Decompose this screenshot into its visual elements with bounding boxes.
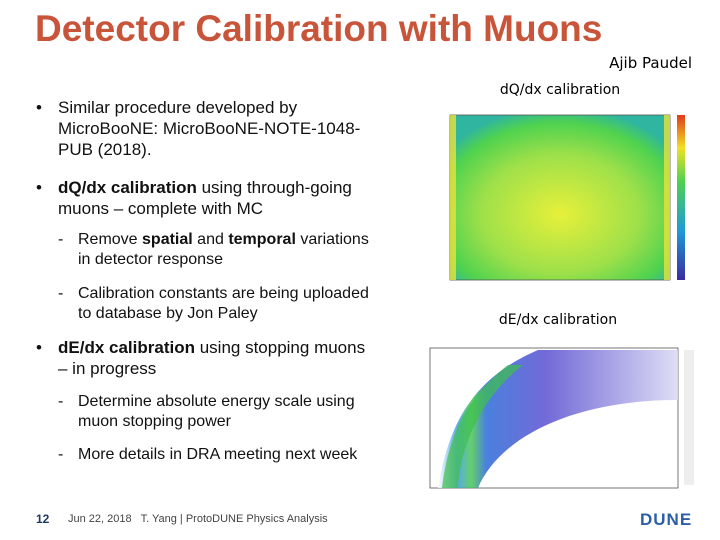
text-run: spatial	[142, 231, 193, 248]
bullet: - More details in DRA meeting next week	[58, 445, 378, 465]
bullet-marker: -	[58, 231, 64, 248]
bullet-marker: •	[36, 178, 42, 197]
text-run: temporal	[228, 231, 296, 248]
text-run: dQ/dx calibration	[58, 178, 197, 197]
dqdx-plot	[415, 100, 695, 298]
text-run: using through-going muons – complete wit…	[58, 178, 352, 218]
text-run: using stopping muons – in progress	[58, 338, 366, 378]
footer-text: Jun 22, 2018 T. Yang | ProtoDUNE Physics…	[68, 513, 328, 525]
title: Detector Calibration with Muons	[35, 8, 603, 49]
bullet: • Similar procedure developed by MicroBoo…	[36, 97, 368, 160]
bullet: - Remove spatial and temporal variations …	[58, 230, 378, 270]
author: Ajib Paudel	[609, 54, 692, 72]
text-run: variations in detector response	[78, 231, 369, 268]
bullet: • dE/dx calibration using stopping muons …	[36, 337, 368, 379]
bullet: - Calibration constants are being uploade…	[58, 284, 378, 324]
text-run: Determine absolute energy scale using mu…	[78, 393, 355, 430]
bullet: - Determine absolute energy scale using m…	[58, 392, 378, 432]
bullet-marker: -	[58, 446, 64, 463]
text-run: Similar procedure developed by MicroBooN…	[58, 98, 361, 159]
figure-caption: dE/dx calibration	[498, 312, 618, 328]
bullet-marker: •	[36, 98, 42, 117]
bullet-marker: -	[58, 393, 64, 410]
text-run: More details in DRA meeting next week	[78, 446, 358, 463]
text-run: and	[192, 231, 229, 248]
logo: DUNE	[640, 510, 693, 529]
page-number: 12	[36, 512, 50, 526]
text-run: Remove	[78, 231, 143, 248]
text-run: Calibration constants are being uploaded…	[78, 285, 369, 322]
figure-caption: dQ/dx calibration	[499, 82, 621, 98]
bullet: • dQ/dx calibration using through-going m…	[36, 177, 368, 219]
bullet-marker: -	[58, 285, 64, 302]
text-run: dE/dx calibration	[58, 338, 195, 357]
bullet-marker: •	[36, 338, 42, 357]
dedx-plot	[408, 340, 703, 495]
